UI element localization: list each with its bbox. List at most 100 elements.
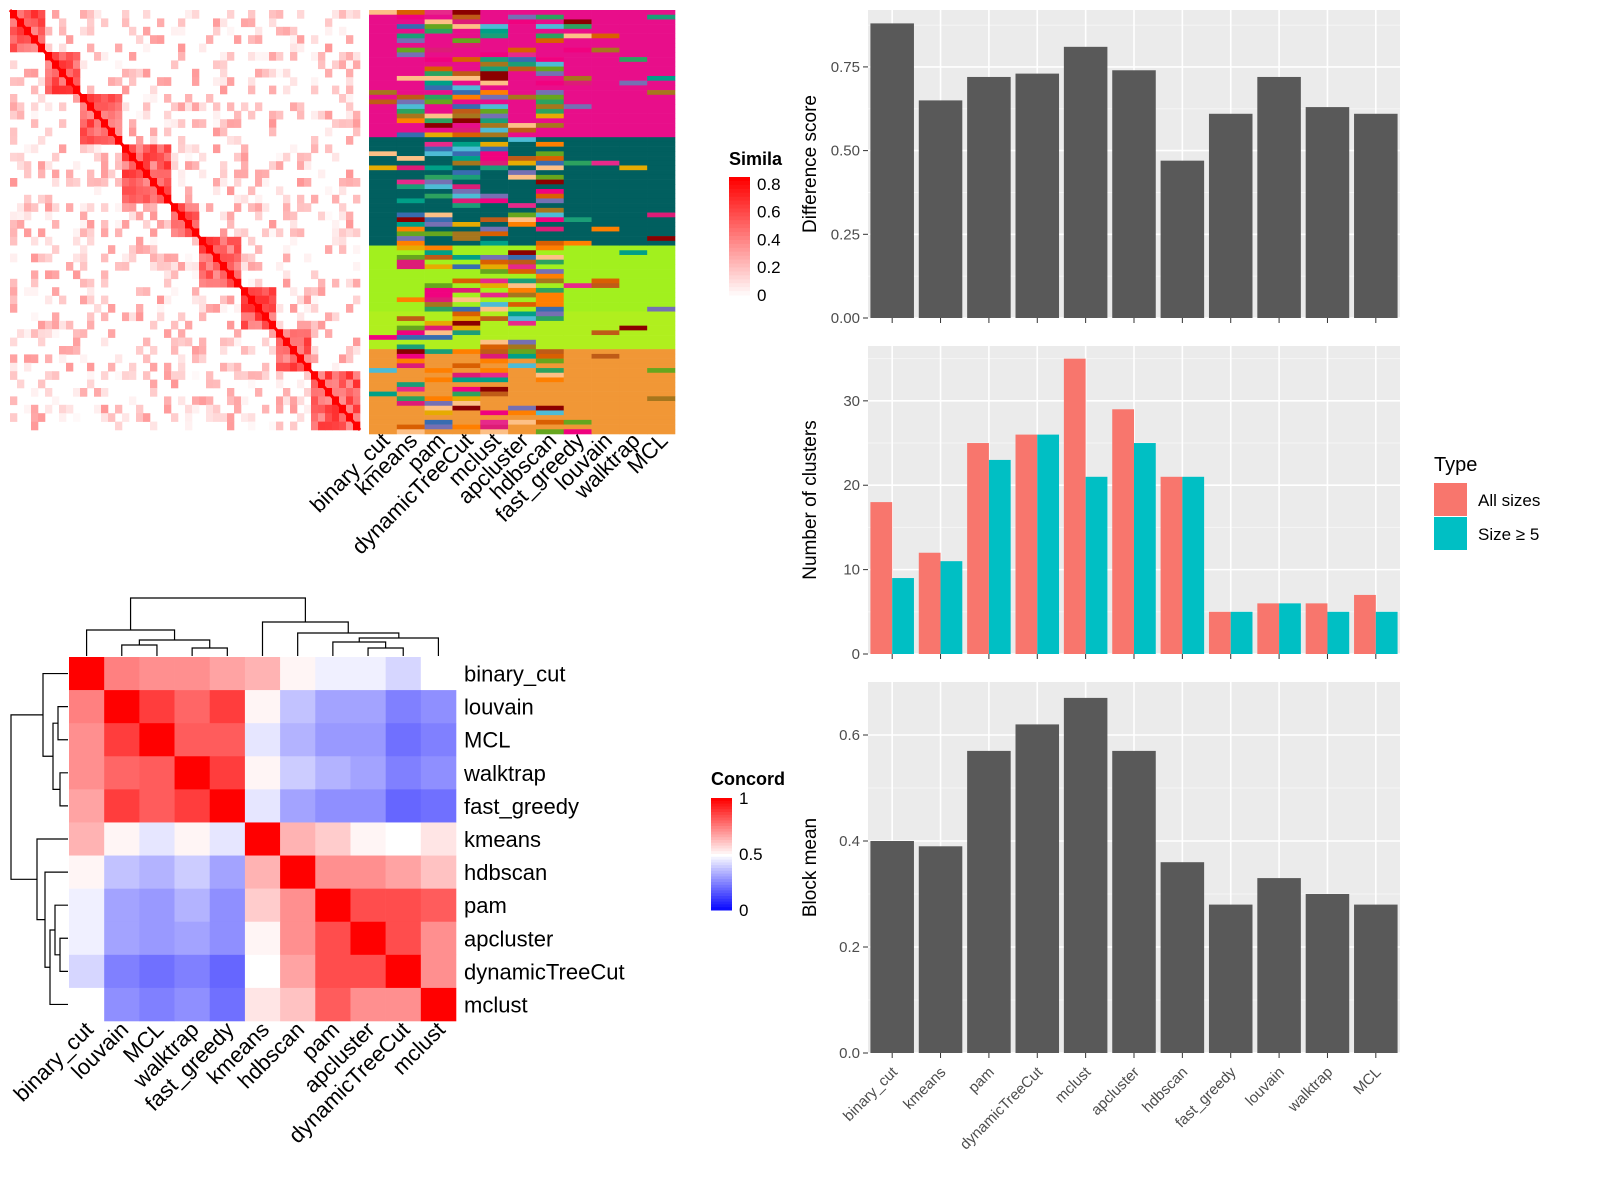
similarity-cell	[220, 253, 228, 263]
class-cell	[647, 424, 676, 430]
similarity-cell	[171, 152, 179, 162]
class-cell	[647, 254, 676, 260]
concordance-cell	[244, 855, 281, 889]
class-cell	[396, 189, 425, 195]
similarity-cell	[136, 178, 144, 187]
similarity-cell	[311, 354, 319, 364]
similarity-cell	[248, 287, 256, 296]
class-cell	[563, 344, 592, 350]
similarity-cell	[164, 94, 172, 103]
similarity-cell	[220, 68, 228, 78]
similarity-cell	[150, 379, 158, 389]
bar-all-sizes	[1305, 603, 1328, 654]
class-cell	[508, 250, 537, 256]
similarity-cell	[122, 178, 130, 187]
class-cell	[369, 226, 398, 232]
class-cell	[619, 165, 648, 171]
class-cell	[452, 254, 481, 260]
similarity-cell	[248, 304, 256, 313]
class-cell	[424, 165, 453, 171]
class-cell	[563, 396, 592, 402]
class-cell	[424, 292, 453, 298]
similarity-cell	[185, 194, 193, 204]
class-cell	[508, 386, 537, 392]
class-cell	[647, 184, 676, 190]
similarity-cell	[353, 295, 361, 305]
similarity-cell	[353, 127, 361, 137]
class-cell	[535, 14, 565, 20]
class-cell	[480, 24, 509, 30]
class-cell	[508, 325, 537, 331]
class-cell	[369, 410, 398, 416]
bar	[918, 846, 963, 1053]
class-cell	[396, 57, 425, 63]
class-cell	[452, 189, 481, 195]
class-cell	[591, 353, 620, 359]
class-cell	[619, 316, 648, 322]
class-cell	[619, 325, 648, 331]
similarity-cell	[31, 312, 39, 322]
bar-size-5	[1037, 434, 1060, 654]
class-cell	[369, 222, 398, 228]
similarity-cell	[38, 337, 46, 347]
similarity-cell	[346, 178, 354, 187]
class-cell	[647, 222, 676, 228]
class-cell	[563, 137, 592, 143]
similarity-cell	[339, 228, 347, 238]
class-cell	[647, 405, 676, 411]
class-cell	[424, 14, 453, 20]
class-cell	[452, 316, 481, 322]
similarity-cell	[59, 320, 67, 330]
class-cell	[369, 28, 398, 34]
class-cell	[647, 353, 676, 359]
concordance-cell	[244, 723, 281, 757]
similarity-cell	[255, 68, 263, 78]
similarity-cell	[297, 312, 305, 322]
similarity-cell	[262, 295, 270, 305]
similarity-cell	[290, 220, 298, 229]
class-cell	[535, 368, 565, 374]
class-cell	[619, 85, 648, 91]
class-cell	[480, 174, 509, 180]
similarity-cell	[290, 35, 298, 44]
class-cell	[424, 401, 453, 407]
concordance-cell	[139, 723, 175, 757]
class-cell	[647, 127, 676, 133]
concordance-legend-swatch	[711, 803, 732, 807]
similarity-legend-swatch	[729, 216, 750, 221]
class-cell	[647, 330, 676, 336]
similarity-cell	[129, 203, 137, 212]
similarity-cell	[178, 312, 186, 322]
similarity-cell	[332, 362, 340, 372]
similarity-cell	[297, 413, 305, 422]
class-cell	[563, 71, 592, 77]
class-cell	[480, 396, 509, 402]
class-cell	[508, 132, 537, 138]
concordance-cell	[104, 723, 140, 757]
class-cell	[647, 165, 676, 171]
similarity-cell	[94, 127, 102, 137]
similarity-cell	[325, 396, 333, 406]
class-cell	[535, 401, 565, 407]
similarity-cell	[255, 203, 263, 212]
class-cell	[591, 127, 620, 133]
similarity-cell	[59, 295, 67, 305]
class-cell	[591, 415, 620, 421]
similarity-cell	[248, 346, 256, 355]
similarity-cell	[290, 228, 298, 238]
class-cell	[396, 203, 425, 209]
class-cell	[480, 344, 509, 350]
similarity-cell	[213, 178, 221, 187]
class-cell	[563, 132, 592, 138]
class-cell	[424, 207, 453, 213]
similarity-cell	[276, 161, 284, 170]
similarity-cell	[38, 253, 46, 263]
class-cell	[619, 179, 648, 185]
class-cell	[591, 108, 620, 114]
class-cell	[480, 429, 509, 435]
similarity-cell	[192, 371, 200, 380]
class-cell	[619, 52, 648, 58]
class-cell	[619, 170, 648, 176]
concordance-legend-swatch	[711, 868, 732, 872]
concordance-cell	[420, 657, 457, 691]
